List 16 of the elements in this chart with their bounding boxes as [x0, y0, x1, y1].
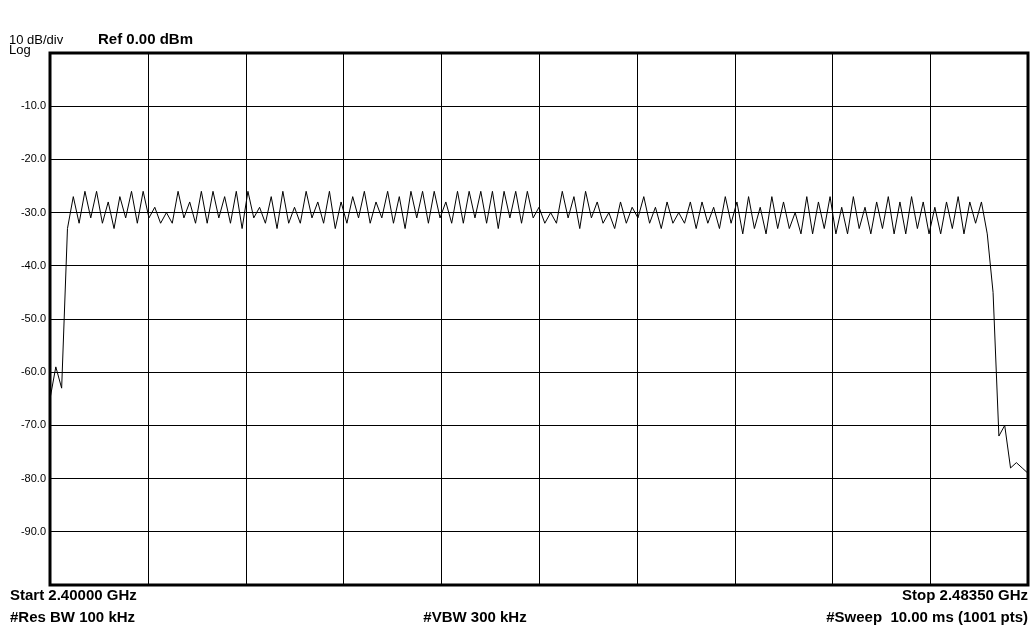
y-tick-label: -50.0: [20, 312, 46, 325]
y-tick-label: -20.0: [20, 152, 46, 165]
text: Stop 2.48350 GHz: [902, 586, 1028, 603]
text: #VBW 300 kHz: [423, 608, 527, 625]
text: Start 2.40000 GHz: [10, 586, 137, 603]
y-tick-label: -80.0: [20, 471, 46, 484]
y-tick-label: -10.0: [20, 99, 46, 112]
y-tick-label: -30.0: [20, 205, 46, 218]
y-tick-label: -60.0: [20, 365, 46, 378]
text: Ref 0.00 dBm: [98, 30, 194, 47]
text: #Sweep 10.00 ms (1001 pts): [826, 608, 1028, 625]
y-tick-label: -90.0: [20, 524, 46, 537]
text: #Res BW 100 kHz: [10, 608, 136, 625]
y-tick-label: -70.0: [20, 418, 46, 431]
y-tick-label: -40.0: [20, 258, 46, 271]
text: 10 dB/div: [9, 32, 64, 47]
